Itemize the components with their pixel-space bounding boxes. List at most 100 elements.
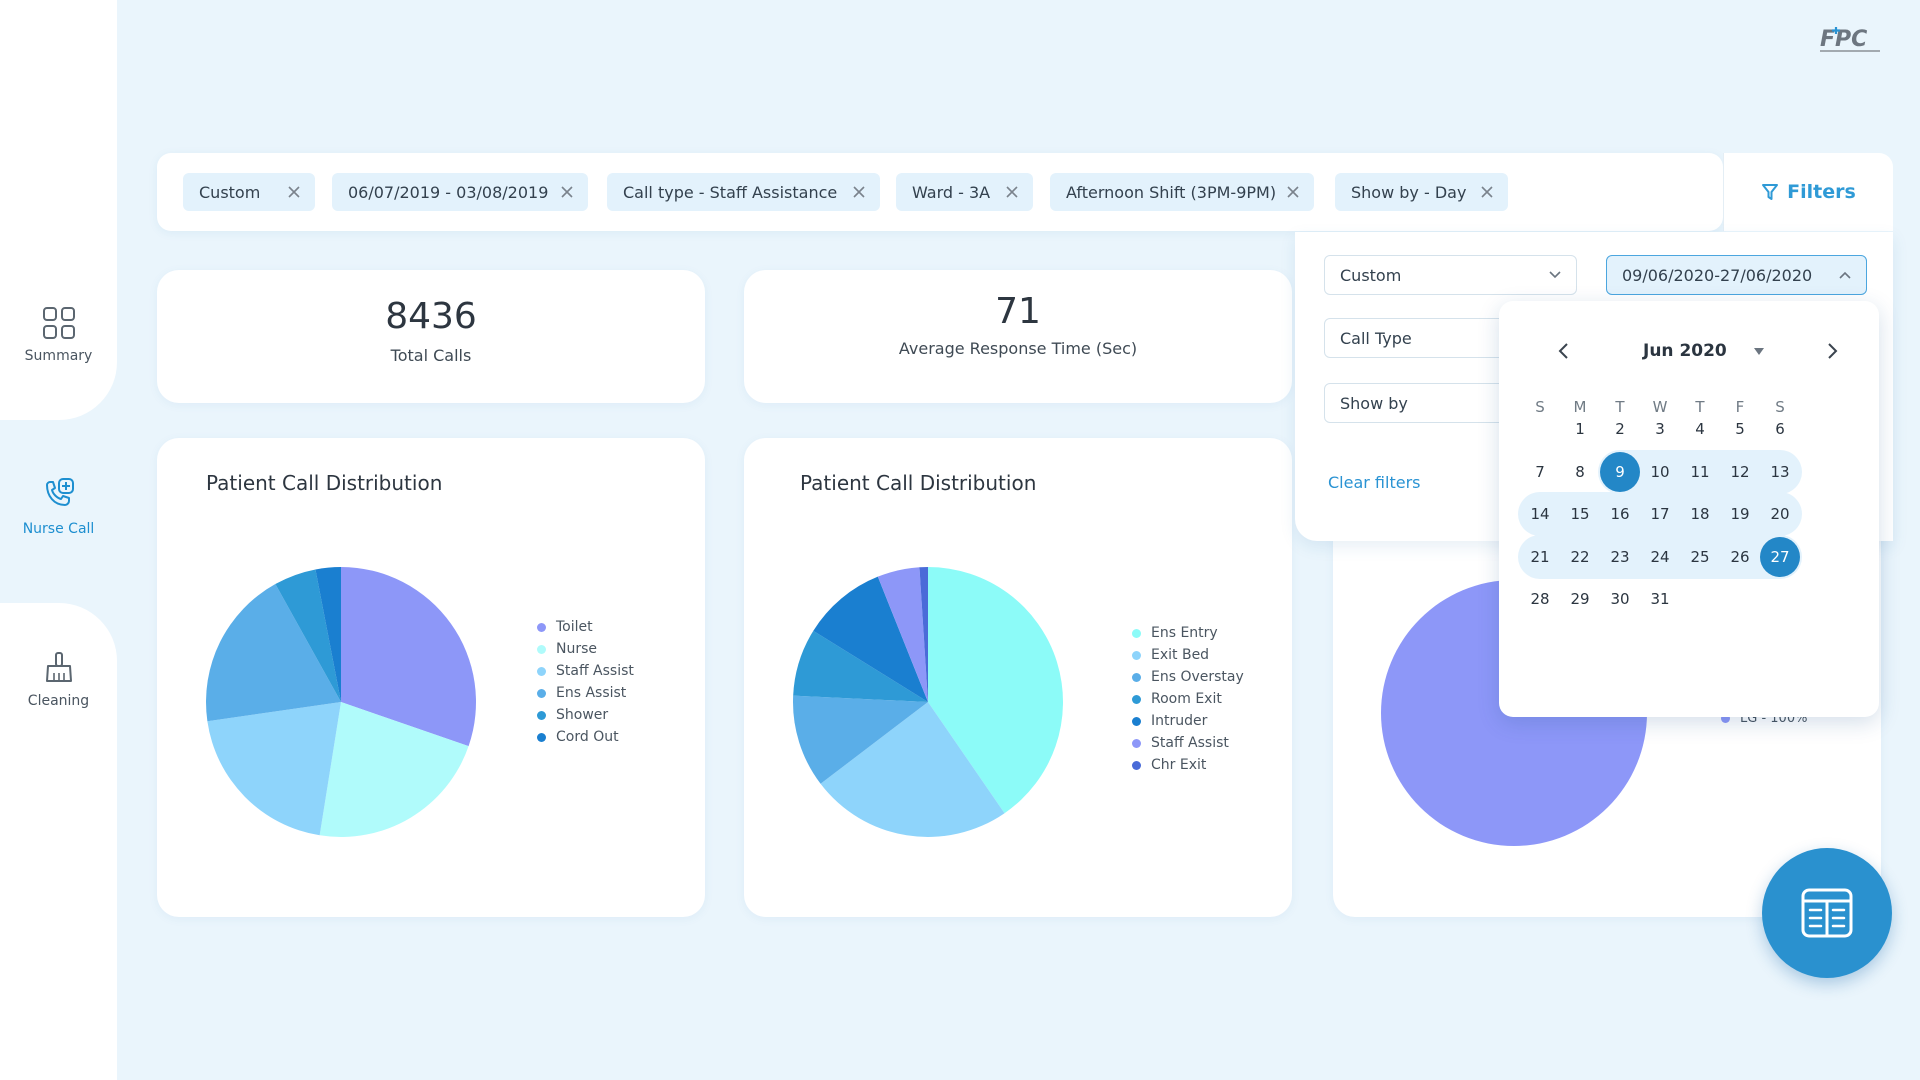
date-range-field[interactable]: 09/06/2020-27/06/2020 — [1606, 255, 1867, 295]
filter-chip: 06/07/2019 - 03/08/2019 — [332, 173, 588, 211]
calendar-day[interactable]: 1 — [1575, 420, 1585, 438]
grid-icon — [42, 307, 75, 339]
calendar-month[interactable]: Jun 2020 — [1643, 341, 1727, 361]
weekday-label: W — [1652, 398, 1668, 416]
weekday-label: F — [1735, 398, 1745, 416]
pie-chart — [793, 567, 1063, 837]
sidebar-item-cleaning[interactable]: Cleaning — [0, 651, 117, 709]
calendar-day[interactable]: 28 — [1530, 590, 1550, 608]
funnel-icon — [1762, 184, 1779, 200]
calendar-day[interactable]: 30 — [1610, 590, 1630, 608]
legend-dot — [1132, 672, 1141, 682]
select-value: Call Type — [1340, 328, 1412, 348]
calendar-day[interactable]: 25 — [1690, 548, 1710, 566]
close-icon[interactable] — [1286, 185, 1300, 199]
calendar-day[interactable]: 22 — [1570, 548, 1590, 566]
range-select[interactable]: Custom — [1324, 255, 1577, 295]
chip-label: Ward - 3A — [912, 182, 991, 202]
close-icon[interactable] — [287, 185, 301, 199]
calendar-day[interactable]: 4 — [1695, 420, 1705, 438]
legend-item: Toilet — [537, 616, 634, 638]
legend-label: Staff Assist — [556, 663, 634, 679]
date-range-value: 09/06/2020-27/06/2020 — [1622, 265, 1813, 285]
calendar-day[interactable]: 21 — [1530, 548, 1550, 566]
calendar-day[interactable]: 3 — [1655, 420, 1665, 438]
total-calls-card: 8436 Total Calls — [157, 270, 705, 403]
filter-chip: Ward - 3A — [896, 173, 1033, 211]
close-icon[interactable] — [1005, 185, 1019, 199]
close-icon[interactable] — [560, 185, 574, 199]
select-value: Custom — [1340, 265, 1402, 285]
pie-slice-staff-assist — [207, 702, 341, 836]
calendar-day[interactable]: 10 — [1650, 463, 1670, 481]
calendar-day[interactable]: 24 — [1650, 548, 1670, 566]
calendar-day[interactable]: 13 — [1770, 463, 1790, 481]
pie-slice-ens-assist — [206, 584, 341, 722]
calendar-day[interactable]: 23 — [1610, 548, 1630, 566]
filter-chip: Call type - Staff Assistance — [607, 173, 880, 211]
brand-logo: FPC — [1820, 27, 1880, 52]
calendar-day-selected[interactable]: 9 — [1600, 452, 1640, 492]
calendar-day[interactable]: 8 — [1575, 463, 1585, 481]
weekday-label: M — [1573, 398, 1587, 416]
stat-label: Total Calls — [390, 346, 472, 365]
calendar-day[interactable]: 2 — [1615, 420, 1625, 438]
legend-dot — [537, 644, 546, 654]
calendar-day[interactable]: 6 — [1775, 420, 1785, 438]
clear-filters-link[interactable]: Clear filters — [1328, 473, 1421, 492]
filter-chip: Afternoon Shift (3PM-9PM) — [1050, 173, 1314, 211]
calendar-day[interactable]: 18 — [1690, 505, 1710, 523]
pie-slice-exit-bed — [820, 702, 1005, 837]
sidebar-item-summary[interactable]: Summary — [0, 306, 117, 364]
date-range-highlight — [1518, 492, 1802, 536]
legend-item: Exit Bed — [1132, 644, 1244, 666]
pie-slice-cord-out — [315, 567, 341, 702]
calendar-day[interactable]: 19 — [1730, 505, 1750, 523]
legend-item: Staff Assist — [1132, 732, 1244, 754]
calendar-day[interactable]: 5 — [1735, 420, 1745, 438]
legend-label: Intruder — [1151, 713, 1208, 729]
sidebar-item-label: Cleaning — [27, 693, 90, 709]
legend-dot — [1721, 714, 1730, 723]
legend-label: Cord Out — [556, 729, 619, 745]
chip-label: Call type - Staff Assistance — [623, 182, 838, 202]
legend-label: Staff Assist — [1151, 735, 1229, 751]
close-icon[interactable] — [1480, 185, 1494, 199]
calendar-day[interactable]: 11 — [1690, 463, 1710, 481]
legend-label: Toilet — [556, 619, 593, 635]
chart-legend: Toilet Nurse Staff Assist Ens Assist Shower C… — [537, 616, 634, 748]
legend-item: Shower — [537, 704, 634, 726]
weekday-label: S — [1535, 398, 1545, 416]
close-icon[interactable] — [852, 185, 866, 199]
legend-item: Chr Exit — [1132, 754, 1244, 776]
filters-button[interactable]: Filters — [1723, 153, 1893, 231]
legend-dot — [537, 622, 546, 632]
legend-item: Ens Entry — [1132, 622, 1244, 644]
sidebar-top — [0, 0, 117, 420]
chevron-down-icon — [1549, 271, 1561, 279]
calendar-day[interactable]: 14 — [1530, 505, 1550, 523]
calendar-day[interactable]: 31 — [1650, 590, 1670, 608]
calendar-day-selected[interactable]: 27 — [1760, 537, 1800, 577]
calendar-day[interactable]: 26 — [1730, 548, 1750, 566]
calendar-day[interactable]: 20 — [1770, 505, 1790, 523]
calendar-day[interactable]: 12 — [1730, 463, 1750, 481]
calendar-day[interactable]: 29 — [1570, 590, 1590, 608]
legend-dot — [1132, 738, 1141, 748]
calendar-day[interactable]: 16 — [1610, 505, 1630, 523]
chart-card-2: Patient Call Distribution Ens Entry Exit … — [744, 438, 1292, 917]
weekday-label: T — [1695, 398, 1705, 416]
chevron-up-icon — [1839, 271, 1851, 279]
calendar-day[interactable]: 17 — [1650, 505, 1670, 523]
calendar-day[interactable]: 7 — [1535, 463, 1545, 481]
calendar-day[interactable]: 15 — [1570, 505, 1590, 523]
chip-label: Show by - Day — [1351, 182, 1467, 202]
legend-dot — [537, 688, 546, 698]
sidebar-item-nurse-call[interactable]: Nurse Call — [0, 477, 117, 537]
pie-chart — [206, 567, 476, 837]
chevron-left-icon[interactable] — [1556, 341, 1572, 361]
legend-label: Room Exit — [1151, 691, 1222, 707]
caret-down-icon[interactable] — [1752, 346, 1766, 356]
chevron-right-icon[interactable] — [1824, 341, 1840, 361]
report-fab-button[interactable] — [1762, 848, 1892, 978]
